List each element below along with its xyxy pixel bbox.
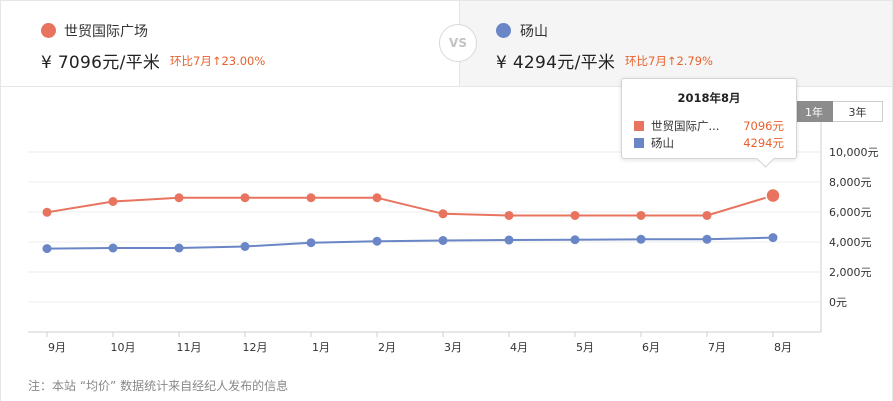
data-point-1 bbox=[240, 242, 250, 251]
data-point-0 bbox=[372, 193, 382, 203]
data-point-0 bbox=[570, 210, 580, 220]
data-point-1 bbox=[42, 244, 52, 254]
x-tick-label: 5月 bbox=[576, 341, 594, 354]
data-point-1 bbox=[372, 236, 382, 246]
right-series-dot bbox=[496, 23, 511, 38]
right-change: 环比7月↑2.79% bbox=[625, 54, 713, 68]
left-series-dot bbox=[41, 23, 56, 38]
data-point-1 bbox=[504, 235, 514, 245]
y-tick-label: 10,000元 bbox=[829, 146, 879, 159]
y-tick-label: 0元 bbox=[829, 296, 847, 309]
x-tick-label: 1月 bbox=[312, 341, 330, 354]
y-tick-label: 8,000元 bbox=[829, 176, 872, 189]
tooltip-swatch-right bbox=[634, 138, 644, 148]
vs-label: VS bbox=[449, 36, 467, 50]
x-tick-label: 3月 bbox=[444, 341, 462, 354]
data-point-0 bbox=[42, 207, 52, 217]
series-line-0 bbox=[46, 194, 774, 217]
tooltip-value-right: 4294元 bbox=[743, 136, 784, 150]
x-tick-label: 8月 bbox=[774, 341, 792, 354]
tooltip-name-right: 砀山 bbox=[651, 136, 674, 150]
tooltip-row-right: 砀山 4294元 bbox=[634, 135, 786, 151]
x-tick-label: 7月 bbox=[708, 341, 726, 354]
compare-panel-left bbox=[0, 0, 459, 87]
x-tick-label: 11月 bbox=[177, 341, 202, 354]
left-name: 世贸国际广场 bbox=[64, 24, 148, 40]
left-price: ¥ 7096元/平米 bbox=[41, 53, 161, 73]
data-point-1 bbox=[108, 243, 118, 253]
data-point-1 bbox=[174, 243, 184, 253]
chart-tooltip: 2018年8月 世贸国际广... 7096元 砀山 4294元 bbox=[621, 78, 797, 159]
data-point-0 bbox=[108, 197, 118, 206]
x-tick-label: 2月 bbox=[378, 341, 396, 354]
data-point-1 bbox=[570, 235, 580, 245]
x-tick-label: 9月 bbox=[48, 341, 66, 354]
series-line-1 bbox=[46, 236, 774, 250]
data-point-1 bbox=[306, 238, 316, 248]
tooltip-value-left: 7096元 bbox=[743, 119, 784, 133]
right-name: 砀山 bbox=[520, 24, 548, 40]
left-change: 环比7月↑23.00% bbox=[170, 54, 266, 68]
data-point-1 bbox=[768, 233, 778, 243]
vs-badge: VS bbox=[439, 24, 477, 62]
range-tabs: 1年 3年 bbox=[795, 101, 883, 122]
tooltip-swatch-left bbox=[634, 121, 644, 131]
data-point-0 bbox=[636, 210, 646, 220]
x-tick-label: 10月 bbox=[111, 341, 136, 354]
tab-3-years[interactable]: 3年 bbox=[833, 101, 883, 122]
tooltip-title: 2018年8月 bbox=[677, 91, 741, 105]
x-tick-label: 4月 bbox=[510, 341, 528, 354]
data-point-1 bbox=[702, 234, 712, 244]
tooltip-name-left: 世贸国际广... bbox=[651, 119, 720, 133]
x-tick-label: 12月 bbox=[243, 341, 268, 354]
data-point-0 bbox=[438, 209, 448, 219]
compare-panel-right bbox=[459, 0, 893, 87]
data-point-1 bbox=[438, 236, 448, 245]
x-tick-label: 6月 bbox=[642, 341, 660, 354]
footnote: 注：本站 “均价” 数据统计来自经纪人发布的信息 bbox=[28, 379, 289, 393]
right-price: ¥ 4294元/平米 bbox=[496, 53, 616, 73]
tab-1-year[interactable]: 1年 bbox=[795, 101, 833, 122]
data-point-0 bbox=[306, 193, 316, 203]
data-point-0 bbox=[765, 187, 781, 204]
data-point-1 bbox=[636, 234, 646, 244]
tooltip-row-left: 世贸国际广... 7096元 bbox=[634, 118, 786, 134]
data-point-0 bbox=[174, 193, 184, 203]
y-tick-label: 6,000元 bbox=[829, 206, 872, 219]
y-tick-label: 2,000元 bbox=[829, 266, 872, 279]
data-point-0 bbox=[240, 193, 250, 203]
data-point-0 bbox=[504, 210, 514, 220]
data-point-0 bbox=[702, 210, 712, 220]
y-tick-label: 4,000元 bbox=[829, 236, 872, 249]
